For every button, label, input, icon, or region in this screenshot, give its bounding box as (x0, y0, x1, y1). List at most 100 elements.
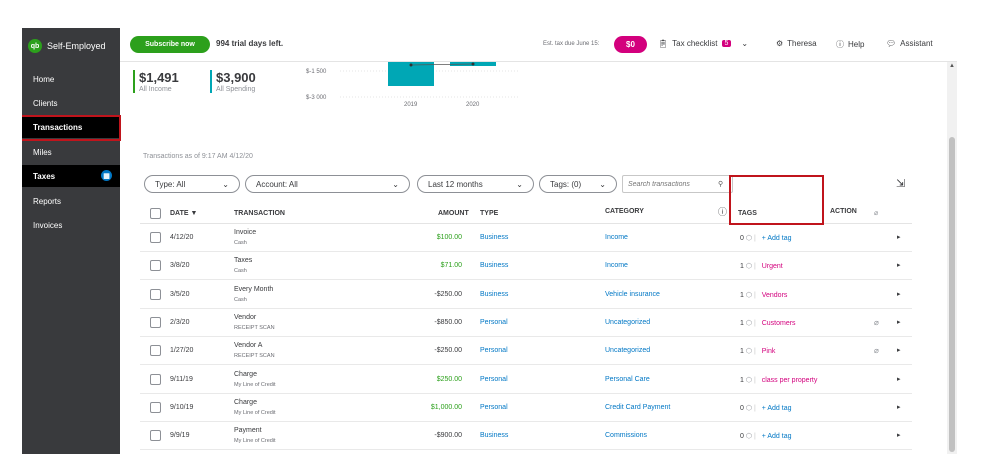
row-expand-icon[interactable]: ▸ (897, 262, 901, 270)
row-type[interactable]: Business (480, 262, 509, 270)
row-expand-icon[interactable]: ▸ (897, 347, 901, 355)
row-tags[interactable]: 0 ⬡ | + Add tag (740, 432, 792, 440)
export-icon[interactable]: ⇲ (896, 178, 906, 190)
tag-link[interactable]: Vendors (761, 291, 788, 299)
row-type[interactable]: Business (480, 290, 509, 298)
attachment-icon[interactable]: ⌀ (874, 346, 879, 356)
row-category[interactable]: Uncategorized (605, 318, 651, 326)
row-type[interactable]: Business (480, 432, 509, 440)
row-expand-icon[interactable]: ▸ (897, 234, 901, 241)
column-header-tags[interactable]: TAGS (738, 210, 757, 217)
row-type[interactable]: Personal (480, 347, 508, 355)
tag-link[interactable]: + Add tag (761, 235, 792, 242)
column-header-category[interactable]: CATEGORY (605, 208, 644, 215)
select-all-checkbox[interactable] (150, 208, 161, 219)
assistant-button[interactable]: 💬︎ Assistant (886, 39, 933, 48)
row-category[interactable]: Personal Care (605, 375, 650, 383)
row-checkbox[interactable] (150, 232, 161, 243)
row-transaction-title[interactable]: Payment (234, 427, 262, 435)
table-row[interactable]: 3/5/20 Every Month Cash -$250.00 Busines… (140, 281, 912, 309)
table-row[interactable]: 9/11/19 Charge My Line of Credit $250.00… (140, 366, 912, 394)
type-filter-dropdown[interactable]: Type: All ⌄ (144, 175, 240, 193)
vertical-scrollbar[interactable]: ▲ (947, 62, 957, 454)
row-expand-icon[interactable]: ▸ (897, 290, 901, 298)
row-tags[interactable]: 1 ⬡ | class per property (740, 376, 817, 384)
column-header-type[interactable]: TYPE (480, 210, 499, 217)
row-expand-icon[interactable]: ▸ (897, 403, 901, 411)
tag-link[interactable]: Urgent (761, 263, 783, 271)
tag-link[interactable]: + Add tag (761, 433, 792, 441)
period-filter-dropdown[interactable]: Last 12 months ⌄ (417, 175, 534, 193)
annotation-box-transactions (22, 115, 121, 141)
row-transaction-title[interactable]: Charge (234, 398, 257, 406)
table-row[interactable]: 2/3/20 Vendor RECEIPT SCAN -$850.00 Pers… (140, 309, 912, 337)
attachment-icon[interactable]: ⌀ (874, 317, 879, 327)
sidebar-item-home[interactable]: Home (22, 68, 120, 90)
row-type[interactable]: Personal (480, 318, 508, 326)
row-transaction-title[interactable]: Vendor A (234, 342, 263, 350)
search-input[interactable] (622, 175, 733, 193)
scrollbar-thumb[interactable] (949, 137, 955, 452)
help-circle-icon[interactable]: ⓘ (718, 207, 728, 217)
row-transaction-title[interactable]: Every Month (234, 285, 274, 293)
sidebar-item-invoices[interactable]: Invoices (22, 214, 120, 236)
row-checkbox[interactable] (150, 345, 161, 357)
tag-link[interactable]: class per property (761, 376, 818, 384)
row-checkbox[interactable] (150, 288, 161, 300)
table-row[interactable]: 3/8/20 Taxes Cash $71.00 Business Income… (140, 252, 912, 281)
search-icon[interactable]: ⚲ (718, 181, 724, 188)
tag-link[interactable]: Pink (761, 348, 776, 356)
row-checkbox[interactable] (150, 401, 161, 413)
row-transaction-title[interactable]: Charge (234, 370, 257, 378)
sidebar-item-taxes[interactable]: Taxes ▦ (22, 165, 120, 187)
sidebar-item-reports[interactable]: Reports (22, 190, 120, 212)
row-category[interactable]: Credit Card Payment (605, 403, 671, 411)
column-header-date[interactable]: DATE ▼ (170, 210, 198, 217)
row-expand-icon[interactable]: ▸ (897, 432, 901, 440)
row-category[interactable]: Commissions (605, 432, 648, 440)
subscribe-button[interactable]: Subscribe now (130, 36, 210, 53)
row-tags[interactable]: 0 ⬡ | + Add tag (740, 404, 792, 412)
row-category[interactable]: Uncategorized (605, 347, 651, 355)
row-tags[interactable]: 0 ⬡ | + Add tag (740, 234, 792, 242)
row-category[interactable]: Income (605, 262, 628, 270)
tax-checklist-button[interactable]: 📋︎ Tax checklist 5 ⌄ (658, 39, 748, 48)
row-checkbox[interactable] (150, 373, 161, 385)
row-transaction-title[interactable]: Taxes (234, 257, 253, 265)
tax-due-button[interactable]: $0 (614, 36, 647, 53)
table-row[interactable]: 4/12/20 Invoice Cash $100.00 Business In… (140, 224, 912, 252)
tag-link[interactable]: Customers (761, 319, 796, 327)
table-row[interactable]: 1/27/20 Vendor A RECEIPT SCAN -$250.00 P… (140, 337, 912, 366)
column-header-transaction[interactable]: TRANSACTION (234, 210, 285, 217)
row-checkbox[interactable] (150, 260, 161, 272)
row-checkbox[interactable] (150, 430, 161, 442)
row-transaction-title[interactable]: Vendor (234, 313, 257, 321)
sidebar-item-miles[interactable]: Miles (22, 141, 120, 163)
row-transaction-title[interactable]: Invoice (234, 229, 257, 236)
row-tags[interactable]: 1 ⬡ | Vendors (740, 291, 787, 299)
row-category[interactable]: Income (605, 234, 628, 241)
row-type[interactable]: Business (480, 234, 509, 241)
tags-filter-dropdown[interactable]: Tags: (0) ⌄ (539, 175, 617, 193)
column-header-amount[interactable]: AMOUNT (438, 210, 469, 217)
table-row[interactable]: 9/9/19 Payment My Line of Credit -$900.0… (140, 422, 912, 451)
brand[interactable]: qb Self-Employed (28, 39, 106, 53)
row-tags[interactable]: 1 ⬡ | Urgent (740, 262, 783, 270)
row-category[interactable]: Vehicle insurance (605, 290, 660, 298)
sidebar-item-clients[interactable]: Clients (22, 92, 120, 114)
row-tags[interactable]: 1 ⬡ | Pink (740, 347, 775, 355)
row-expand-icon[interactable]: ▸ (897, 375, 901, 383)
help-button[interactable]: ⓘ Help (836, 39, 864, 50)
row-type[interactable]: Personal (480, 375, 508, 383)
row-expand-icon[interactable]: ▸ (897, 318, 901, 326)
table-row[interactable]: 9/8/19 Charge My Line of Credit $2,500.0… (140, 450, 912, 454)
row-tags[interactable]: 1 ⬡ | Customers (740, 319, 796, 327)
scroll-up-icon[interactable]: ▲ (949, 63, 955, 69)
account-filter-dropdown[interactable]: Account: All ⌄ (245, 175, 410, 193)
row-type[interactable]: Personal (480, 403, 508, 411)
row-checkbox[interactable] (150, 316, 161, 328)
tag-link[interactable]: + Add tag (761, 404, 792, 412)
user-menu-button[interactable]: ⚙ Theresa (776, 39, 817, 48)
table-row[interactable]: 9/10/19 Charge My Line of Credit $1,000.… (140, 394, 912, 422)
sidebar-item-transactions[interactable]: Transactions (22, 116, 120, 138)
